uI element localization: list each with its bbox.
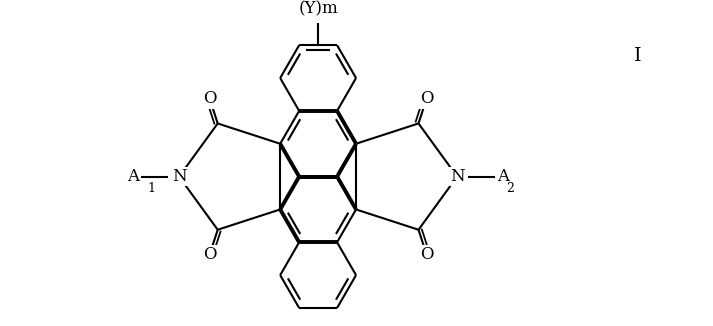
Text: O: O [203, 246, 217, 263]
Text: A: A [497, 168, 509, 185]
Text: I: I [633, 47, 641, 65]
Text: A: A [128, 168, 139, 185]
Text: N: N [172, 168, 186, 185]
Text: O: O [203, 90, 217, 107]
Text: (Y)m: (Y)m [298, 0, 338, 18]
Text: N: N [450, 168, 464, 185]
Text: 2: 2 [506, 182, 514, 195]
Text: O: O [420, 90, 434, 107]
Text: 1: 1 [148, 182, 155, 195]
Text: O: O [420, 246, 434, 263]
